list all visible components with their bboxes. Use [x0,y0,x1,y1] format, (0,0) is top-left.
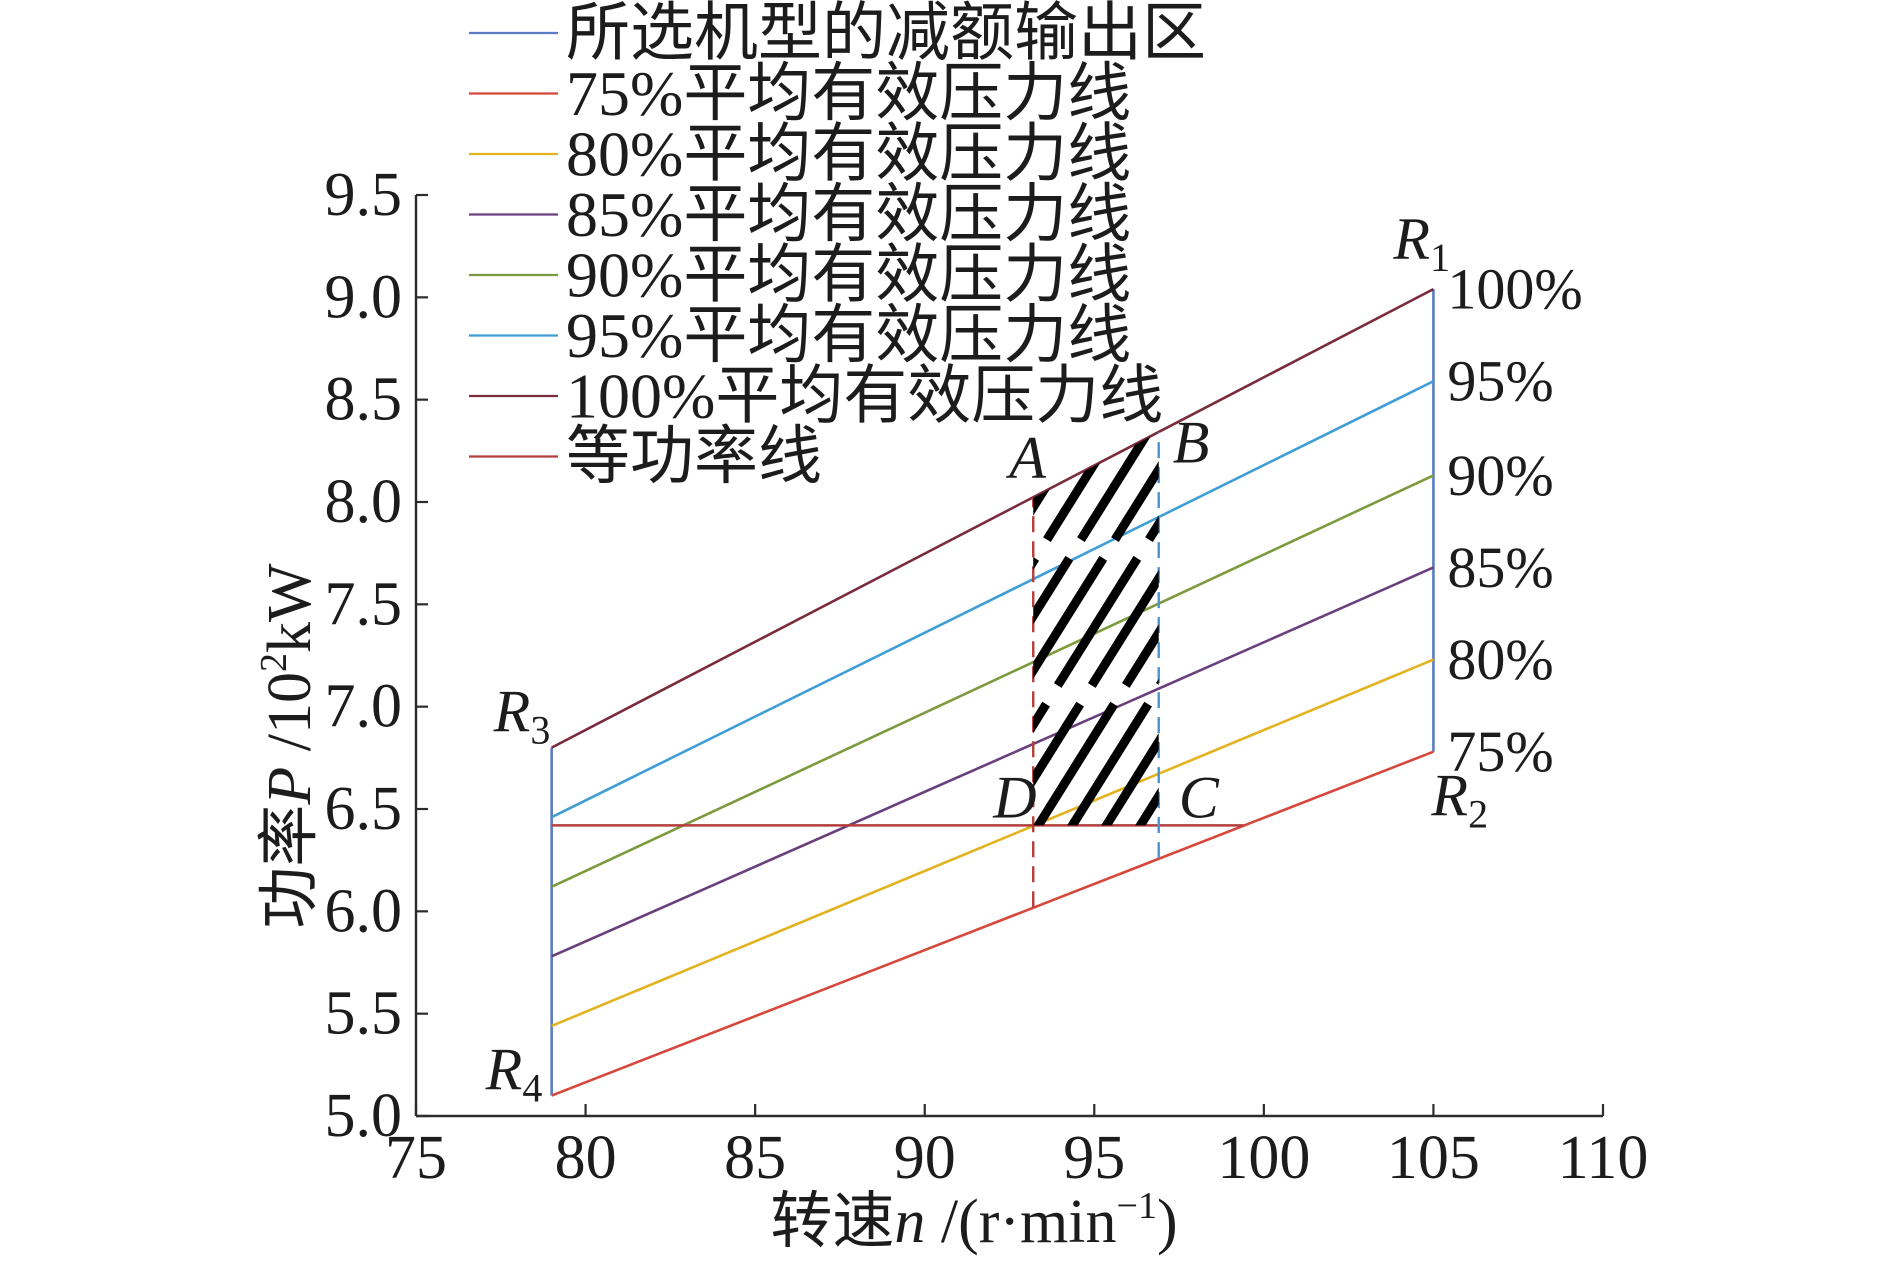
x-axis-label-name: 转速 [770,1188,894,1256]
point-label-subscript: 3 [530,707,550,752]
line-end-label: 95% [1447,349,1553,414]
legend-item: 100%平均有效压力线 [469,361,1163,432]
point-label: R1 [1392,206,1450,280]
line-end-label: 90% [1447,443,1553,508]
point-label-letter: R [1392,206,1430,272]
point-label-letter: R [485,1037,523,1103]
line-end-label: 80% [1447,627,1553,692]
operating-area-hatch [1033,432,1159,826]
x-tick-label: 110 [1558,1124,1649,1192]
legend-item: 80%平均有效压力线 [469,119,1131,190]
x-tick-label: 75 [385,1124,447,1192]
mep-line-95pct [551,380,1435,819]
point-label: R2 [1430,763,1488,837]
y-tick-label: 5.0 [325,1082,403,1150]
y-tick-label: 8.5 [325,366,403,434]
point-label: R4 [485,1037,543,1111]
y-tick-label: 8.0 [325,468,403,536]
y-tick-label: 9.5 [325,161,403,229]
hatch-stripe [1033,432,1106,826]
legend-label: 所选机型的减额输出区 [566,0,1206,69]
x-tick-label: 90 [894,1124,956,1192]
x-tick-label: 105 [1387,1124,1480,1192]
y-tick-label: 9.0 [325,263,403,331]
legend-item: 75%平均有效压力线 [469,58,1131,129]
hatch-stripe [1033,432,1140,826]
point-label: D [992,764,1036,830]
legend: 所选机型的减额输出区75%平均有效压力线80%平均有效压力线85%平均有效压力线… [469,0,1206,492]
y-tick-label: 7.5 [325,570,403,638]
point-label-letter: C [1179,764,1220,830]
y-tick-label: 7.0 [325,673,403,741]
legend-item: 所选机型的减额输出区 [469,0,1206,69]
legend-item: 95%平均有效压力线 [469,300,1131,371]
reference-lines [1032,432,1160,908]
mep-line-100pct [551,287,1435,749]
point-label-letter: R [1430,763,1468,829]
point-label-subscript: 1 [1430,235,1450,280]
mep-line-85pct [551,566,1434,958]
hatch-stripe [1064,432,1159,826]
legend-label: 95%平均有效压力线 [566,300,1131,371]
y-axis-label-symbol: P [256,767,324,806]
hatch-stripe [1033,432,1159,826]
y-tick-label: 6.0 [325,877,403,945]
mep-line-75pct [551,750,1434,1097]
y-axis-label-unit: /10 [256,672,324,767]
legend-label: 等功率线 [566,421,822,492]
line-end-label: 75% [1447,719,1553,784]
legend-label: 80%平均有效压力线 [566,119,1131,190]
legend-item: 等功率线 [469,421,822,492]
legend-label: 85%平均有效压力线 [566,179,1131,250]
hatch-stripe [1033,432,1159,826]
line-end-labels: 75% 80% 85% 90% 95% 100% [1447,257,1582,785]
point-label-subscript: 4 [522,1065,542,1110]
y-axis-label-name: 功率 [256,805,324,929]
series-lines [550,287,1435,1097]
x-axis-label-symbol: n [894,1188,925,1256]
point-label: B [1173,409,1210,475]
x-tick-label: 80 [555,1124,617,1192]
legend-item: 90%平均有效压力线 [469,240,1131,311]
y-axis-label: 功率P /102kW [253,563,324,929]
legend-label: 75%平均有效压力线 [566,58,1131,129]
x-axis-label-unit: /(r·min [925,1188,1116,1256]
hatch-stripe [1033,432,1159,826]
point-label-letter: D [992,764,1036,830]
point-label-letter: A [1005,425,1046,491]
hatch-stripe [1098,432,1159,826]
point-label-letter: B [1173,409,1210,475]
axes: 5.0 5.5 6.0 6.5 7.0 7.5 8.0 8.5 9.0 9.5 75 80 85 90 95… [325,161,1649,1192]
x-tick-label: 100 [1217,1124,1310,1192]
x-tick-label: 85 [724,1124,786,1192]
hatch-stripe [1033,432,1159,826]
x-axis-label: 转速n /(r·min−1) [770,1185,1177,1256]
line-end-label: 85% [1447,535,1553,600]
legend-item: 85%平均有效压力线 [469,179,1131,250]
y-axis-label-unit-sup: 2 [253,653,295,672]
mep-line-90pct [551,474,1434,888]
legend-label: 90%平均有效压力线 [566,240,1131,311]
x-axis-label-unit-end: ) [1157,1188,1178,1256]
y-tick-label: 6.5 [325,775,403,843]
point-label-letter: R [493,679,531,745]
mep-line-80pct [551,658,1434,1028]
legend-label: 100%平均有效压力线 [566,361,1163,432]
y-axis-label-unit-end: kW [256,563,324,653]
point-label-subscript: 2 [1468,791,1488,836]
x-axis-label-unit-sup: −1 [1117,1185,1157,1227]
x-tick-label: 95 [1063,1124,1125,1192]
point-label: C [1179,764,1220,830]
point-label: R3 [493,679,551,753]
point-label: A [1005,425,1046,491]
hatch-stripe [1033,432,1159,826]
line-end-label: 100% [1447,257,1582,322]
y-tick-label: 5.5 [325,980,403,1048]
